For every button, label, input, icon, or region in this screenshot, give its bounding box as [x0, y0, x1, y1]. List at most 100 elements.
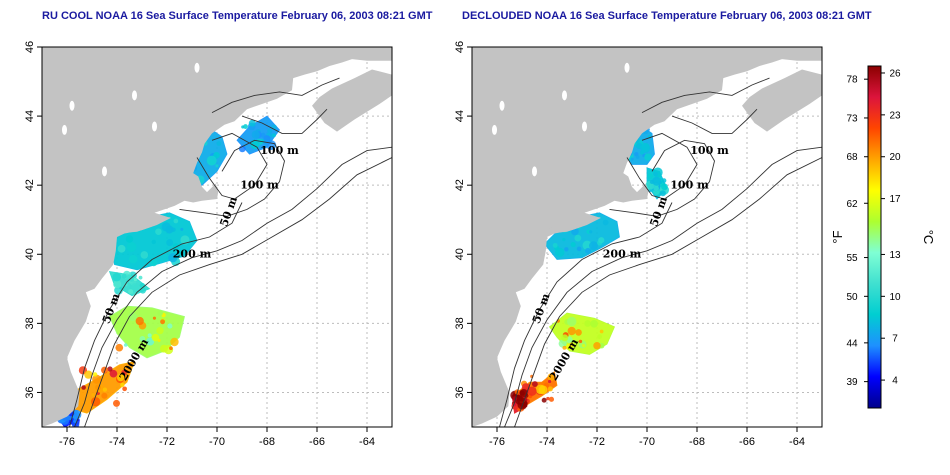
sst-speckle [168, 253, 178, 263]
long-island-landmass [547, 217, 601, 234]
sst-speckle [599, 329, 604, 334]
sst-speckle [206, 155, 217, 166]
x-tick-label: -66 [309, 436, 325, 448]
sst-speckle [561, 334, 569, 342]
y-tick-label: 36 [24, 386, 36, 398]
celsius-tick-label: 17 [889, 194, 901, 205]
colorbar-gradient [867, 65, 882, 409]
sst-speckle [115, 343, 124, 352]
bathymetry-contour [211, 77, 340, 114]
sst-speckle [102, 387, 108, 392]
bathymetry-contour [514, 157, 822, 427]
x-tick-label: -68 [689, 436, 705, 448]
lake [69, 100, 75, 111]
sst-speckle [113, 399, 120, 407]
sst-speckle [92, 374, 102, 384]
lake [62, 124, 67, 135]
sst-speckle [138, 275, 143, 280]
contour-label: 200 m [603, 248, 642, 261]
sst-speckle [169, 346, 173, 351]
sst-speckle [125, 235, 134, 243]
sst-speckle [139, 336, 146, 342]
sst-speckle [590, 319, 598, 328]
sst-speckle [567, 326, 576, 336]
fahrenheit-tick-label: 62 [846, 199, 858, 210]
sst-speckle [161, 222, 171, 232]
x-tick-label: -72 [159, 436, 175, 448]
sst-speckle [267, 128, 273, 134]
celsius-tick-label: 23 [889, 110, 901, 121]
sst-speckle [117, 244, 126, 253]
us-landmass [472, 47, 822, 427]
sst-speckle [547, 379, 552, 384]
sst-speckle [598, 237, 605, 244]
fahrenheit-tick-label: 73 [846, 113, 858, 124]
sst-speckle [569, 342, 574, 347]
sst-speckle [602, 219, 609, 226]
lake [492, 124, 497, 135]
x-tick-label: -70 [639, 436, 655, 448]
sst-speckle [546, 396, 550, 401]
lake [152, 121, 157, 132]
sst-speckle [514, 395, 524, 405]
sst-speckle [566, 316, 577, 327]
celsius-tick-label: 20 [889, 152, 901, 163]
sst-speckle [527, 386, 537, 396]
bathymetry-contour [671, 108, 758, 134]
sst-speckle [574, 234, 582, 242]
sst-speckle [120, 382, 125, 388]
y-tick-label: 40 [454, 248, 466, 260]
bathymetry-contour [641, 77, 770, 114]
sst-speckle [156, 327, 164, 335]
x-tick-label: -74 [109, 436, 125, 448]
lake [194, 62, 200, 73]
sst-speckle [92, 372, 98, 377]
sst-speckle [133, 277, 138, 282]
sst-speckle [84, 370, 93, 379]
sst-speckle [243, 124, 248, 130]
sst-speckle [538, 385, 548, 395]
sst-speckle [640, 143, 651, 153]
sst-speckle [159, 344, 168, 353]
sst-speckle [91, 393, 95, 397]
sst-speckle [151, 333, 160, 342]
x-tick-label: -72 [589, 436, 605, 448]
sst-speckle [562, 345, 567, 350]
fahrenheit-tick-label: 68 [846, 152, 858, 163]
sst-speckle [589, 241, 598, 251]
sst-speckle [150, 259, 158, 267]
sst-speckle [547, 373, 556, 381]
celsius-tick-label: 26 [889, 68, 901, 79]
sst-speckle [581, 344, 586, 348]
sst-speckle [126, 274, 133, 282]
x-tick-label: -76 [59, 436, 75, 448]
sst-speckle [168, 323, 173, 329]
bathymetry-contour [504, 146, 822, 427]
bathymetry-contour [241, 108, 328, 134]
sst-speckle [584, 320, 591, 327]
sst-speckle [151, 239, 156, 245]
sst-speckle [578, 339, 583, 344]
sst-speckle [180, 227, 184, 231]
sst-speckle [661, 183, 668, 191]
y-tick-label: 46 [454, 41, 466, 53]
sst-speckle [644, 153, 652, 161]
bathymetry-contour [84, 157, 392, 427]
right-panel-title: DECLOUDED NOAA 16 Sea Surface Temperatur… [462, 10, 872, 22]
sst-speckle [585, 247, 591, 254]
y-tick-label: 40 [24, 248, 36, 260]
sst-speckle [248, 119, 256, 127]
x-tick-label: -68 [259, 436, 275, 448]
y-tick-label: 36 [454, 386, 466, 398]
us-landmass [42, 47, 392, 427]
fahrenheit-tick-label: 78 [846, 75, 858, 86]
sst-speckle [593, 342, 601, 350]
sst-speckle [570, 241, 576, 248]
y-tick-label: 42 [24, 179, 36, 191]
sst-speckle [122, 386, 127, 392]
